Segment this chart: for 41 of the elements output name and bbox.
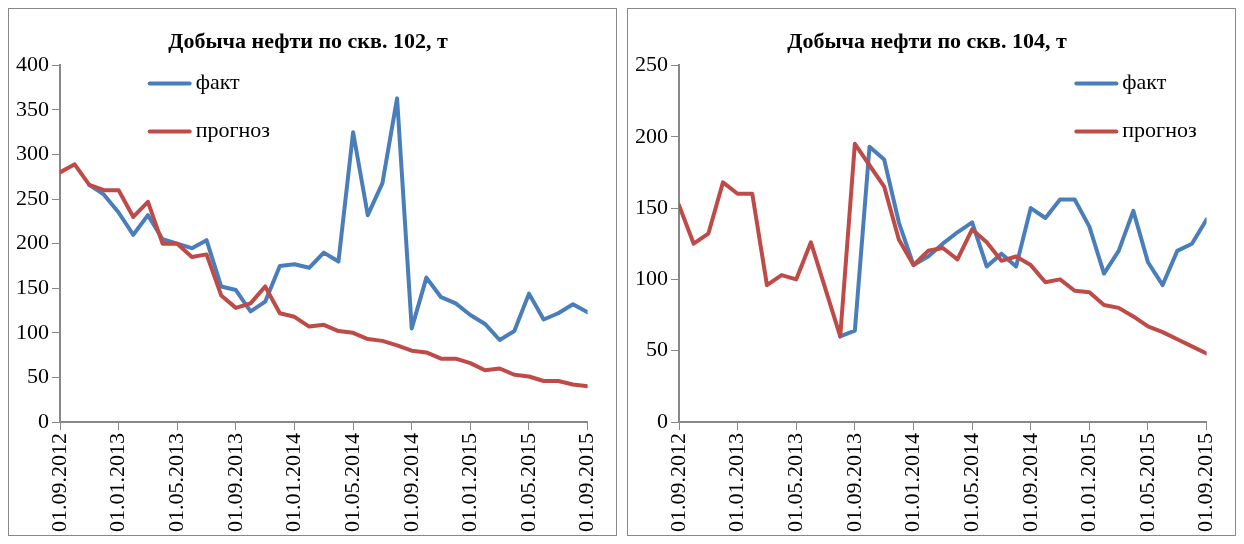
x-tick-label: 01.05.2013 [782, 433, 808, 532]
x-tick-label: 01.09.2014 [1016, 433, 1042, 532]
x-tick-label: 01.05.2013 [163, 433, 189, 532]
x-tick-label: 01.09.2013 [221, 433, 247, 532]
y-tick-label: 50 [27, 363, 49, 389]
y-tick-label: 200 [635, 122, 668, 148]
x-tick-label: 01.05.2014 [957, 433, 983, 532]
x-tick-label: 01.01.2015 [456, 433, 482, 532]
x-tick-label: 01.01.2014 [280, 433, 306, 532]
x-tick-label: 01.05.2014 [338, 433, 364, 532]
y-tick-label: 150 [16, 274, 49, 300]
y-tick-label: 0 [657, 407, 668, 433]
x-tick-label: 01.01.2013 [104, 433, 130, 532]
chart-title: Добыча нефти по скв. 104, т [787, 27, 1067, 53]
y-tick-label: 300 [16, 140, 49, 166]
y-tick-label: 50 [646, 336, 668, 362]
y-tick-label: 250 [16, 184, 49, 210]
x-tick-label: 01.09.2012 [664, 433, 690, 532]
y-tick-label: 400 [16, 51, 49, 77]
y-tick-label: 200 [16, 229, 49, 255]
y-tick-label: 350 [16, 95, 49, 121]
x-tick-label: 01.09.2014 [397, 433, 423, 532]
x-tick-label: 01.01.2014 [899, 433, 925, 532]
x-tick-label: 01.09.2012 [45, 433, 71, 532]
legend-label: прогноз [195, 117, 270, 143]
y-tick-label: 250 [635, 51, 668, 77]
y-tick-label: 100 [16, 318, 49, 344]
x-tick-label: 01.09.2015 [573, 433, 599, 532]
y-tick-label: 0 [38, 407, 49, 433]
x-tick-label: 01.01.2013 [723, 433, 749, 532]
x-tick-label: 01.05.2015 [514, 433, 540, 532]
y-tick-label: 100 [635, 265, 668, 291]
legend-label: факт [1122, 69, 1167, 95]
x-tick-label: 01.05.2015 [1133, 433, 1159, 532]
legend-label: прогноз [1122, 117, 1197, 143]
chart-title: Добыча нефти по скв. 102, т [168, 27, 448, 53]
legend-label: факт [195, 69, 241, 95]
x-tick-label: 01.01.2015 [1075, 433, 1101, 532]
y-tick-label: 150 [635, 193, 668, 219]
x-tick-label: 01.09.2015 [1192, 433, 1218, 532]
x-tick-label: 01.09.2013 [840, 433, 866, 532]
